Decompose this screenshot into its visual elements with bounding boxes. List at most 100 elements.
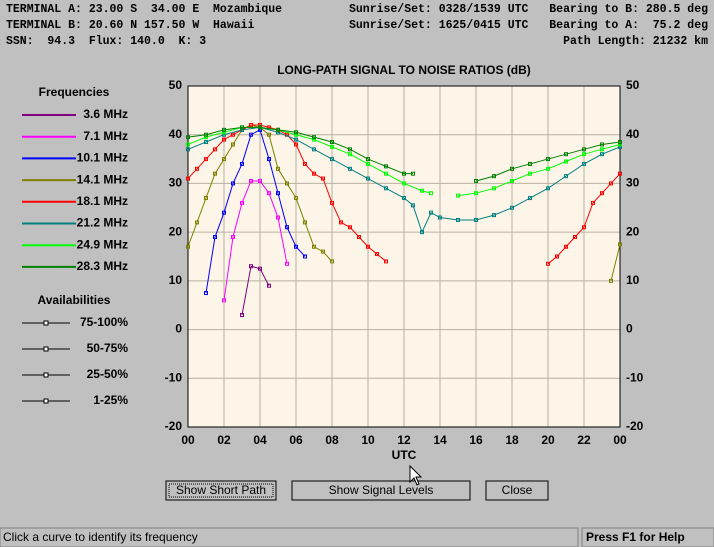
status-text: Click a curve to identify its frequency [3,530,198,544]
data-point [231,142,235,147]
button-frame[interactable] [485,480,549,501]
data-point [330,200,334,205]
data-point [231,235,235,240]
data-point [321,249,325,254]
data-point [474,178,478,183]
series-line [187,124,621,265]
data-point [339,220,343,225]
series-line [187,126,621,234]
button-frame[interactable] [165,480,277,501]
data-point [384,164,388,169]
button-label[interactable]: Close [502,483,533,497]
button[interactable]: Close [485,480,549,501]
data-point [213,235,217,240]
x-tick-label: 20 [541,433,555,447]
data-point [294,132,298,137]
data-point [303,254,307,259]
data-point [276,191,280,196]
data-point [258,125,262,130]
data-point [222,130,226,135]
data-point [186,176,190,181]
data-point [186,142,190,147]
data-point [564,152,568,157]
data-point [600,142,604,147]
data-point [438,215,442,220]
data-point [294,196,298,201]
y-tick-label: 10 [626,273,640,287]
data-point [267,283,271,288]
legend-label: 24.9 MHz [77,237,128,251]
header-text: SSN: 94.3 Flux: 140.0 K: 3 [6,35,206,48]
data-point [330,259,334,264]
status-panel [581,527,714,547]
data-point [546,261,550,266]
data-point [249,122,253,127]
y-tick-label: 0 [626,322,633,336]
data-point [546,186,550,191]
data-point [591,200,595,205]
data-point [348,147,352,152]
button-label[interactable]: Show Short Path [176,483,266,497]
series-line [241,265,270,316]
legend-title: Availabilities [38,293,111,307]
data-point [276,130,280,135]
data-point [510,178,514,183]
legend-marker [43,320,49,326]
data-point [285,261,289,266]
data-point [312,244,316,249]
x-tick-label: 16 [469,433,483,447]
data-point [258,122,262,127]
data-point [366,176,370,181]
data-point [618,140,622,145]
data-point [492,186,496,191]
data-point [330,144,334,149]
legend-label: 14.1 MHz [77,172,128,186]
data-point [366,244,370,249]
header-text: TERMINAL A: 23.00 S 34.00 E Mozambique [6,3,282,16]
button[interactable]: Show Short Path [165,480,277,501]
data-point [312,171,316,176]
x-tick-label: 18 [505,433,519,447]
header-text: Bearing to B: 280.5 deg [549,3,708,16]
series-line [205,129,306,294]
y-tick-label: -10 [626,370,644,384]
data-point [276,215,280,220]
y-tick-label: -10 [165,370,183,384]
data-point [222,127,226,132]
data-point [294,137,298,142]
legend-label: 1-25% [93,393,128,407]
legend-label: 50-75% [87,341,129,355]
data-point [231,181,235,186]
data-point [555,254,559,259]
legend-marker [43,372,49,378]
button[interactable]: Show Signal Levels [291,480,471,501]
x-tick-label: 08 [325,433,339,447]
status-text: Press F1 for Help [586,530,685,544]
x-tick-label: 10 [361,433,375,447]
plot-frame [187,85,621,428]
y-tick-label: -20 [626,419,644,433]
button-frame[interactable] [291,480,471,501]
series-line [187,126,621,182]
data-point [240,161,244,166]
data-point [456,193,460,198]
x-tick-label: 12 [397,433,411,447]
data-point [186,244,190,249]
data-point [600,152,604,157]
legend-label: 10.1 MHz [77,151,128,165]
x-tick-label: 00 [613,433,627,447]
legend-label: 21.2 MHz [77,216,128,230]
legend-marker [43,398,49,404]
button-label[interactable]: Show Signal Levels [329,483,434,497]
data-point [492,213,496,218]
data-point [429,191,433,196]
data-point [528,161,532,166]
data-point [573,235,577,240]
data-point [240,312,244,317]
x-tick-label: 04 [253,433,267,447]
data-point [582,152,586,157]
data-point [411,171,415,176]
focus-ring [168,483,274,498]
header-text: Bearing to A: 75.2 deg [549,19,708,32]
